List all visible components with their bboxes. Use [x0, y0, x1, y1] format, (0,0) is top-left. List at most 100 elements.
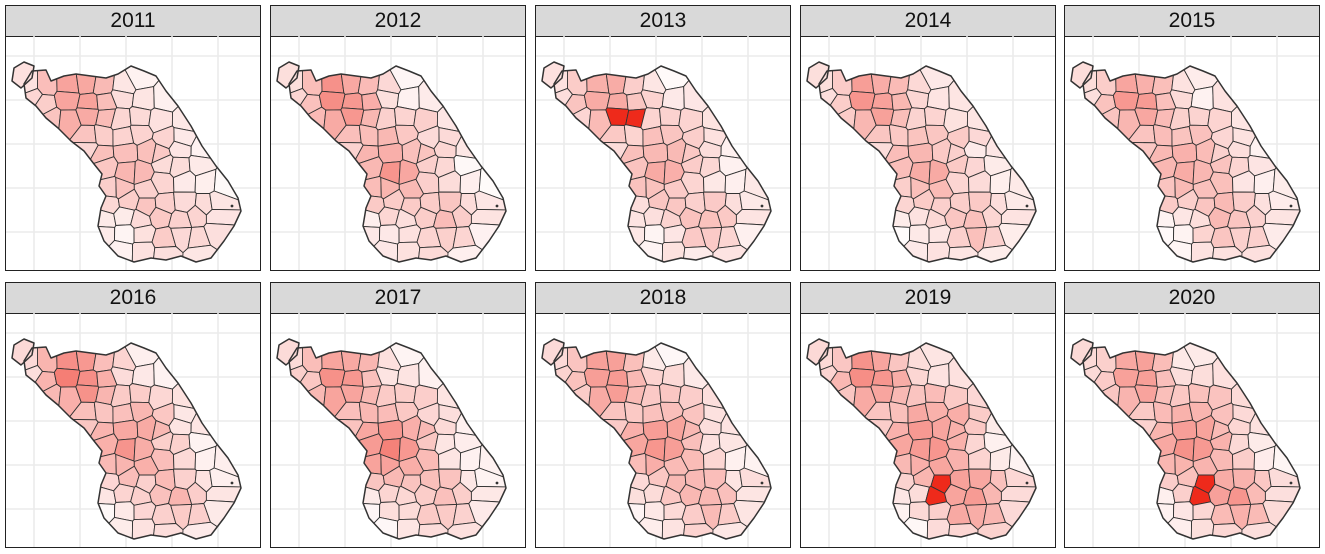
county-region [455, 372, 506, 438]
county-region [301, 339, 323, 373]
county-region [1152, 124, 1173, 147]
county-region [623, 124, 644, 147]
facet-title: 2016 [6, 283, 260, 314]
county-region [93, 124, 114, 147]
county-region [659, 106, 682, 127]
county-region [924, 106, 947, 127]
county-region [436, 62, 506, 133]
county-region [583, 367, 611, 388]
island-dot [495, 204, 499, 208]
facet-title: 2014 [801, 6, 1055, 37]
county-region [377, 142, 404, 164]
county-region [642, 419, 669, 441]
county-region [661, 518, 686, 539]
county-region [661, 363, 685, 388]
facet-title: 2019 [801, 283, 1055, 314]
choropleth-map [6, 313, 260, 547]
county-region [1264, 208, 1300, 227]
county-region [848, 367, 876, 388]
county-region [566, 62, 588, 96]
county-region [209, 467, 241, 488]
facet-panel: 2014 [800, 5, 1056, 271]
county-region [985, 372, 1036, 438]
county-region [926, 518, 951, 539]
county-region [112, 142, 139, 164]
county-region [394, 106, 417, 127]
county-region [76, 369, 99, 387]
facet-panel: 2016 [5, 282, 261, 548]
county-region [1230, 62, 1300, 133]
county-region [1000, 208, 1036, 227]
island-dot [760, 204, 764, 208]
county-region [807, 87, 838, 140]
province-border [11, 338, 35, 366]
province-border [288, 342, 507, 540]
county-region [446, 244, 506, 262]
county-region [377, 419, 404, 441]
choropleth-map [6, 36, 260, 270]
county-region [358, 124, 379, 147]
choropleth-map [1065, 313, 1319, 547]
island-dot [495, 481, 499, 485]
county-region [1171, 142, 1198, 164]
county-region [606, 369, 629, 387]
county-region [181, 521, 241, 539]
facet-panel: 2017 [270, 282, 526, 548]
facet-panel: 2018 [535, 282, 791, 548]
county-region [871, 92, 894, 110]
county-region [36, 339, 58, 373]
county-region [277, 364, 308, 417]
county-region [112, 419, 139, 441]
county-region [583, 90, 611, 111]
province-border [806, 61, 830, 89]
county-region [1112, 90, 1140, 111]
county-region [1188, 106, 1211, 127]
county-region [1152, 401, 1173, 424]
county-region [318, 90, 346, 111]
county-region [542, 87, 573, 140]
county-region [1135, 92, 1158, 110]
island-dot [230, 204, 234, 208]
county-region [1112, 367, 1140, 388]
county-region [566, 339, 588, 373]
facet-title: 2017 [271, 283, 525, 314]
county-region [976, 244, 1036, 262]
choropleth-map [271, 313, 525, 547]
county-region [1190, 241, 1215, 262]
county-region [1004, 190, 1036, 211]
county-region [1071, 364, 1102, 417]
county-region [446, 521, 506, 539]
province-border [553, 342, 772, 540]
province-border [288, 65, 507, 263]
county-region [807, 364, 838, 417]
facet-title: 2012 [271, 6, 525, 37]
county-region [205, 485, 241, 504]
county-region [1268, 467, 1300, 488]
county-region [1190, 363, 1214, 388]
province-border [23, 65, 242, 263]
county-region [735, 208, 771, 227]
county-region [341, 369, 364, 387]
county-region [1116, 175, 1176, 198]
facet-panel: 2020 [1064, 282, 1320, 548]
province-border [541, 338, 565, 366]
county-region [129, 383, 152, 404]
county-region [623, 401, 644, 424]
province-border [541, 61, 565, 89]
county-region [926, 363, 950, 388]
map-panel [6, 36, 260, 270]
island-dot [230, 481, 234, 485]
province-border [276, 61, 300, 89]
county-region [171, 339, 241, 410]
facet-panel: 2012 [270, 5, 526, 271]
choropleth-map [1065, 36, 1319, 270]
choropleth-map [271, 36, 525, 270]
county-region [966, 339, 1036, 410]
map-panel [801, 36, 1055, 270]
county-region [341, 92, 364, 110]
island-dot [1025, 481, 1029, 485]
county-region [436, 339, 506, 410]
county-region [1230, 339, 1300, 410]
choropleth-map [801, 313, 1055, 547]
